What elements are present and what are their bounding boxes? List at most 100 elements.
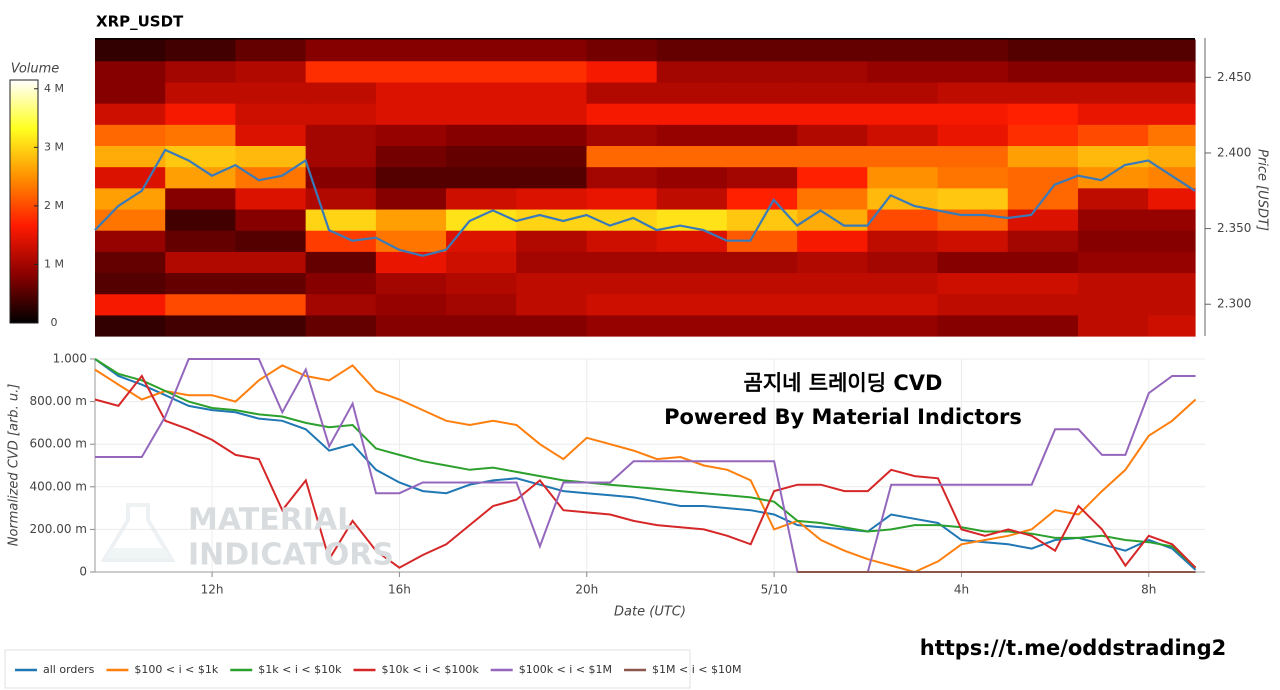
heatmap-cell bbox=[867, 39, 939, 62]
heatmap-cell bbox=[726, 60, 798, 83]
heatmap-cell bbox=[235, 187, 307, 210]
heatmap-cell bbox=[235, 230, 307, 252]
y-tick-label: 200.00 m bbox=[30, 522, 88, 536]
heatmap-cell bbox=[1007, 166, 1079, 189]
heatmap-cell bbox=[305, 60, 377, 83]
x-tick-label: 5/10 bbox=[761, 583, 788, 597]
heatmap-cell bbox=[305, 145, 377, 168]
heatmap-cell bbox=[867, 208, 939, 231]
heatmap-cell bbox=[375, 124, 447, 147]
heatmap-cell bbox=[235, 272, 307, 295]
heatmap-cell bbox=[375, 39, 447, 62]
heatmap-cell bbox=[937, 103, 1009, 125]
heatmap-cell bbox=[446, 230, 517, 252]
heatmap-cell bbox=[165, 251, 237, 274]
colorbar-label: Volume bbox=[11, 62, 60, 77]
heatmap-cell bbox=[1007, 39, 1079, 62]
heatmap-cell bbox=[516, 60, 588, 83]
heatmap-cell bbox=[516, 187, 588, 210]
heatmap-cell bbox=[375, 103, 447, 125]
heatmap-cell bbox=[656, 251, 728, 274]
heatmap-cell bbox=[1148, 272, 1196, 295]
heatmap-cell bbox=[235, 103, 307, 125]
heatmap-cell bbox=[1077, 145, 1149, 168]
heatmap-cell bbox=[165, 314, 237, 337]
heatmap-cell bbox=[235, 39, 307, 62]
heatmap-cell bbox=[656, 124, 728, 147]
heatmap-cell bbox=[656, 187, 728, 210]
x-tick-label: 4h bbox=[954, 583, 969, 597]
heatmap-cell bbox=[656, 293, 728, 316]
heatmap-cell bbox=[516, 166, 588, 189]
y-tick-label: 400.00 m bbox=[30, 479, 88, 493]
x-tick-label: 20h bbox=[575, 583, 598, 597]
heatmap-cell bbox=[937, 124, 1009, 147]
heatmap-cell bbox=[95, 39, 166, 62]
heatmap-cell bbox=[305, 208, 377, 231]
heatmap-cell bbox=[867, 251, 939, 274]
heatmap-cell bbox=[516, 272, 588, 295]
heatmap-cell bbox=[726, 81, 798, 104]
heatmap-cell bbox=[656, 60, 728, 83]
heatmap-cell bbox=[586, 81, 658, 104]
annotation: 곰지네 트레이딩 CVD bbox=[744, 371, 943, 395]
heatmap-cell bbox=[95, 251, 166, 274]
heatmap-cell bbox=[446, 81, 517, 104]
heatmap-cell bbox=[446, 166, 517, 189]
heatmap-cell bbox=[1007, 251, 1079, 274]
heatmap-cell bbox=[1148, 103, 1196, 125]
heatmap-cell bbox=[656, 272, 728, 295]
heatmap-cell bbox=[937, 166, 1009, 189]
heatmap-cell bbox=[867, 124, 939, 147]
heatmap-cell bbox=[1148, 293, 1196, 316]
heatmap-cell bbox=[1077, 39, 1149, 62]
heatmap-cell bbox=[235, 208, 307, 231]
heatmap-cell bbox=[165, 39, 237, 62]
heatmap-cell bbox=[937, 145, 1009, 168]
heatmap-cell bbox=[1077, 230, 1149, 252]
heatmap-cell bbox=[516, 230, 588, 252]
heatmap-cell bbox=[797, 251, 868, 274]
heatmap-cell bbox=[446, 39, 517, 62]
heatmap-cell bbox=[1077, 187, 1149, 210]
heatmap-cell bbox=[235, 124, 307, 147]
heatmap-cell bbox=[95, 145, 166, 168]
heatmap-cell bbox=[1077, 272, 1149, 295]
colorbar-tick-label: 1 M bbox=[44, 257, 64, 270]
heatmap-cell bbox=[516, 251, 588, 274]
heatmap-cell bbox=[867, 60, 939, 83]
heatmap-cell bbox=[375, 187, 447, 210]
heatmap-cell bbox=[165, 272, 237, 295]
y-tick-label: 2.450 bbox=[1217, 70, 1251, 84]
legend-label: $1M < i < $10M bbox=[652, 663, 741, 676]
y-tick-label: 1.000 bbox=[53, 352, 87, 366]
heatmap-cell bbox=[797, 124, 868, 147]
heatmap-cell bbox=[867, 293, 939, 316]
heatmap-cell bbox=[797, 187, 868, 210]
heatmap-cell bbox=[726, 103, 798, 125]
heatmap-cell bbox=[95, 81, 166, 104]
cvd-line bbox=[94, 358, 1197, 569]
heatmap-cell bbox=[95, 293, 166, 316]
heatmap-cell bbox=[586, 39, 658, 62]
heatmap-cell bbox=[797, 39, 868, 62]
heatmap-cell bbox=[375, 208, 447, 231]
heatmap-cell bbox=[516, 39, 588, 62]
heatmap-cell bbox=[516, 81, 588, 104]
heatmap-cell bbox=[937, 187, 1009, 210]
heatmap-cell bbox=[95, 208, 166, 231]
y-axis-label: Normalized CVD [arb. u.] bbox=[7, 384, 22, 547]
chart-title: XRP_USDT bbox=[96, 13, 184, 31]
watermark-text: MATERIAL bbox=[188, 503, 356, 538]
heatmap-cell bbox=[867, 314, 939, 337]
price-line bbox=[94, 148, 1196, 257]
heatmap-cell bbox=[726, 314, 798, 337]
heatmap-cell bbox=[95, 314, 166, 337]
heatmap-cell bbox=[516, 208, 588, 231]
heatmap-cell bbox=[95, 124, 166, 147]
heatmap-cell bbox=[375, 60, 447, 83]
heatmap-cell bbox=[165, 103, 237, 125]
heatmap-cell bbox=[446, 314, 517, 337]
heatmap-cell bbox=[305, 39, 377, 62]
y-tick-label: 2.350 bbox=[1217, 221, 1251, 235]
